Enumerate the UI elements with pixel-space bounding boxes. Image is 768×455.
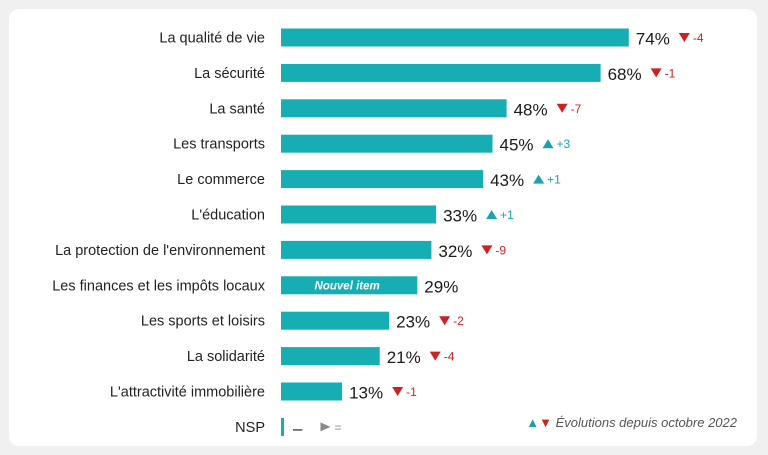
value-label: 74% xyxy=(636,30,670,49)
category-label: Les sports et loisirs xyxy=(141,314,265,330)
down-triangle-icon xyxy=(429,351,441,361)
category-label: NSP xyxy=(235,420,265,436)
delta-label: -2 xyxy=(453,314,464,328)
bar xyxy=(281,347,380,366)
bar xyxy=(281,63,601,82)
category-label: Le commerce xyxy=(177,172,265,188)
value-label: 23% xyxy=(396,313,430,332)
down-triangle-icon xyxy=(392,387,404,396)
down-triangle-icon xyxy=(481,245,493,255)
value-label: 48% xyxy=(514,100,548,119)
bar xyxy=(281,382,343,401)
delta-label: -1 xyxy=(665,66,676,80)
delta-label: = xyxy=(334,420,341,434)
delta-label: -7 xyxy=(571,102,582,116)
bar-note-label: Nouvel item xyxy=(315,280,380,292)
delta-label: -4 xyxy=(693,31,704,45)
delta-label: +1 xyxy=(547,173,561,187)
bar xyxy=(281,170,484,189)
bar xyxy=(281,240,432,259)
chart-card: La qualité de vie 74% -4 La sécurité 68% -1 La… xyxy=(9,9,757,446)
bar xyxy=(281,276,418,295)
bar xyxy=(281,417,284,436)
up-triangle-icon xyxy=(542,139,554,149)
category-label: La solidarité xyxy=(187,349,265,365)
value-label: 68% xyxy=(608,65,642,84)
right-triangle-icon xyxy=(320,422,331,432)
value-label: 45% xyxy=(500,136,534,155)
category-label: La sécurité xyxy=(194,66,265,82)
value-label: 32% xyxy=(438,242,472,261)
value-label: 21% xyxy=(387,348,421,367)
value-label: – xyxy=(293,419,303,438)
up-triangle-icon xyxy=(486,210,498,219)
delta-label: -1 xyxy=(406,385,417,399)
delta-label: +3 xyxy=(557,137,571,151)
value-label: 29% xyxy=(424,277,458,296)
delta-label: -4 xyxy=(444,350,455,364)
category-label: Les transports xyxy=(173,137,265,153)
value-label: 13% xyxy=(349,384,383,403)
bar xyxy=(281,205,437,224)
bar-chart: La qualité de vie 74% -4 La sécurité 68% -1 La… xyxy=(52,28,704,438)
legend-up-triangle-icon: ▲ xyxy=(526,415,540,430)
category-label: Les finances et les impôts locaux xyxy=(52,278,266,294)
down-triangle-icon xyxy=(678,33,690,42)
down-triangle-icon xyxy=(650,68,662,78)
category-label: La qualité de vie xyxy=(159,31,265,47)
category-label: L'attractivité immobilière xyxy=(110,385,265,401)
down-triangle-icon xyxy=(439,316,451,326)
legend-down-triangle-icon: ▼ xyxy=(539,415,552,430)
value-label: 33% xyxy=(443,207,477,226)
delta-label: -9 xyxy=(495,243,506,257)
legend-text: Évolutions depuis octobre 2022 xyxy=(555,415,737,430)
category-label: La santé xyxy=(209,101,265,117)
up-triangle-icon xyxy=(533,174,545,184)
bar xyxy=(281,28,629,47)
down-triangle-icon xyxy=(556,103,568,113)
value-label: 43% xyxy=(490,171,524,190)
category-label: La protection de l'environnement xyxy=(55,243,265,259)
bar xyxy=(281,134,493,153)
delta-label: +1 xyxy=(500,208,514,222)
category-label: L'éducation xyxy=(191,208,265,224)
bar xyxy=(281,99,507,118)
bar xyxy=(281,311,390,330)
chart-legend: ▲▼ Évolutions depuis octobre 2022 xyxy=(526,415,737,430)
